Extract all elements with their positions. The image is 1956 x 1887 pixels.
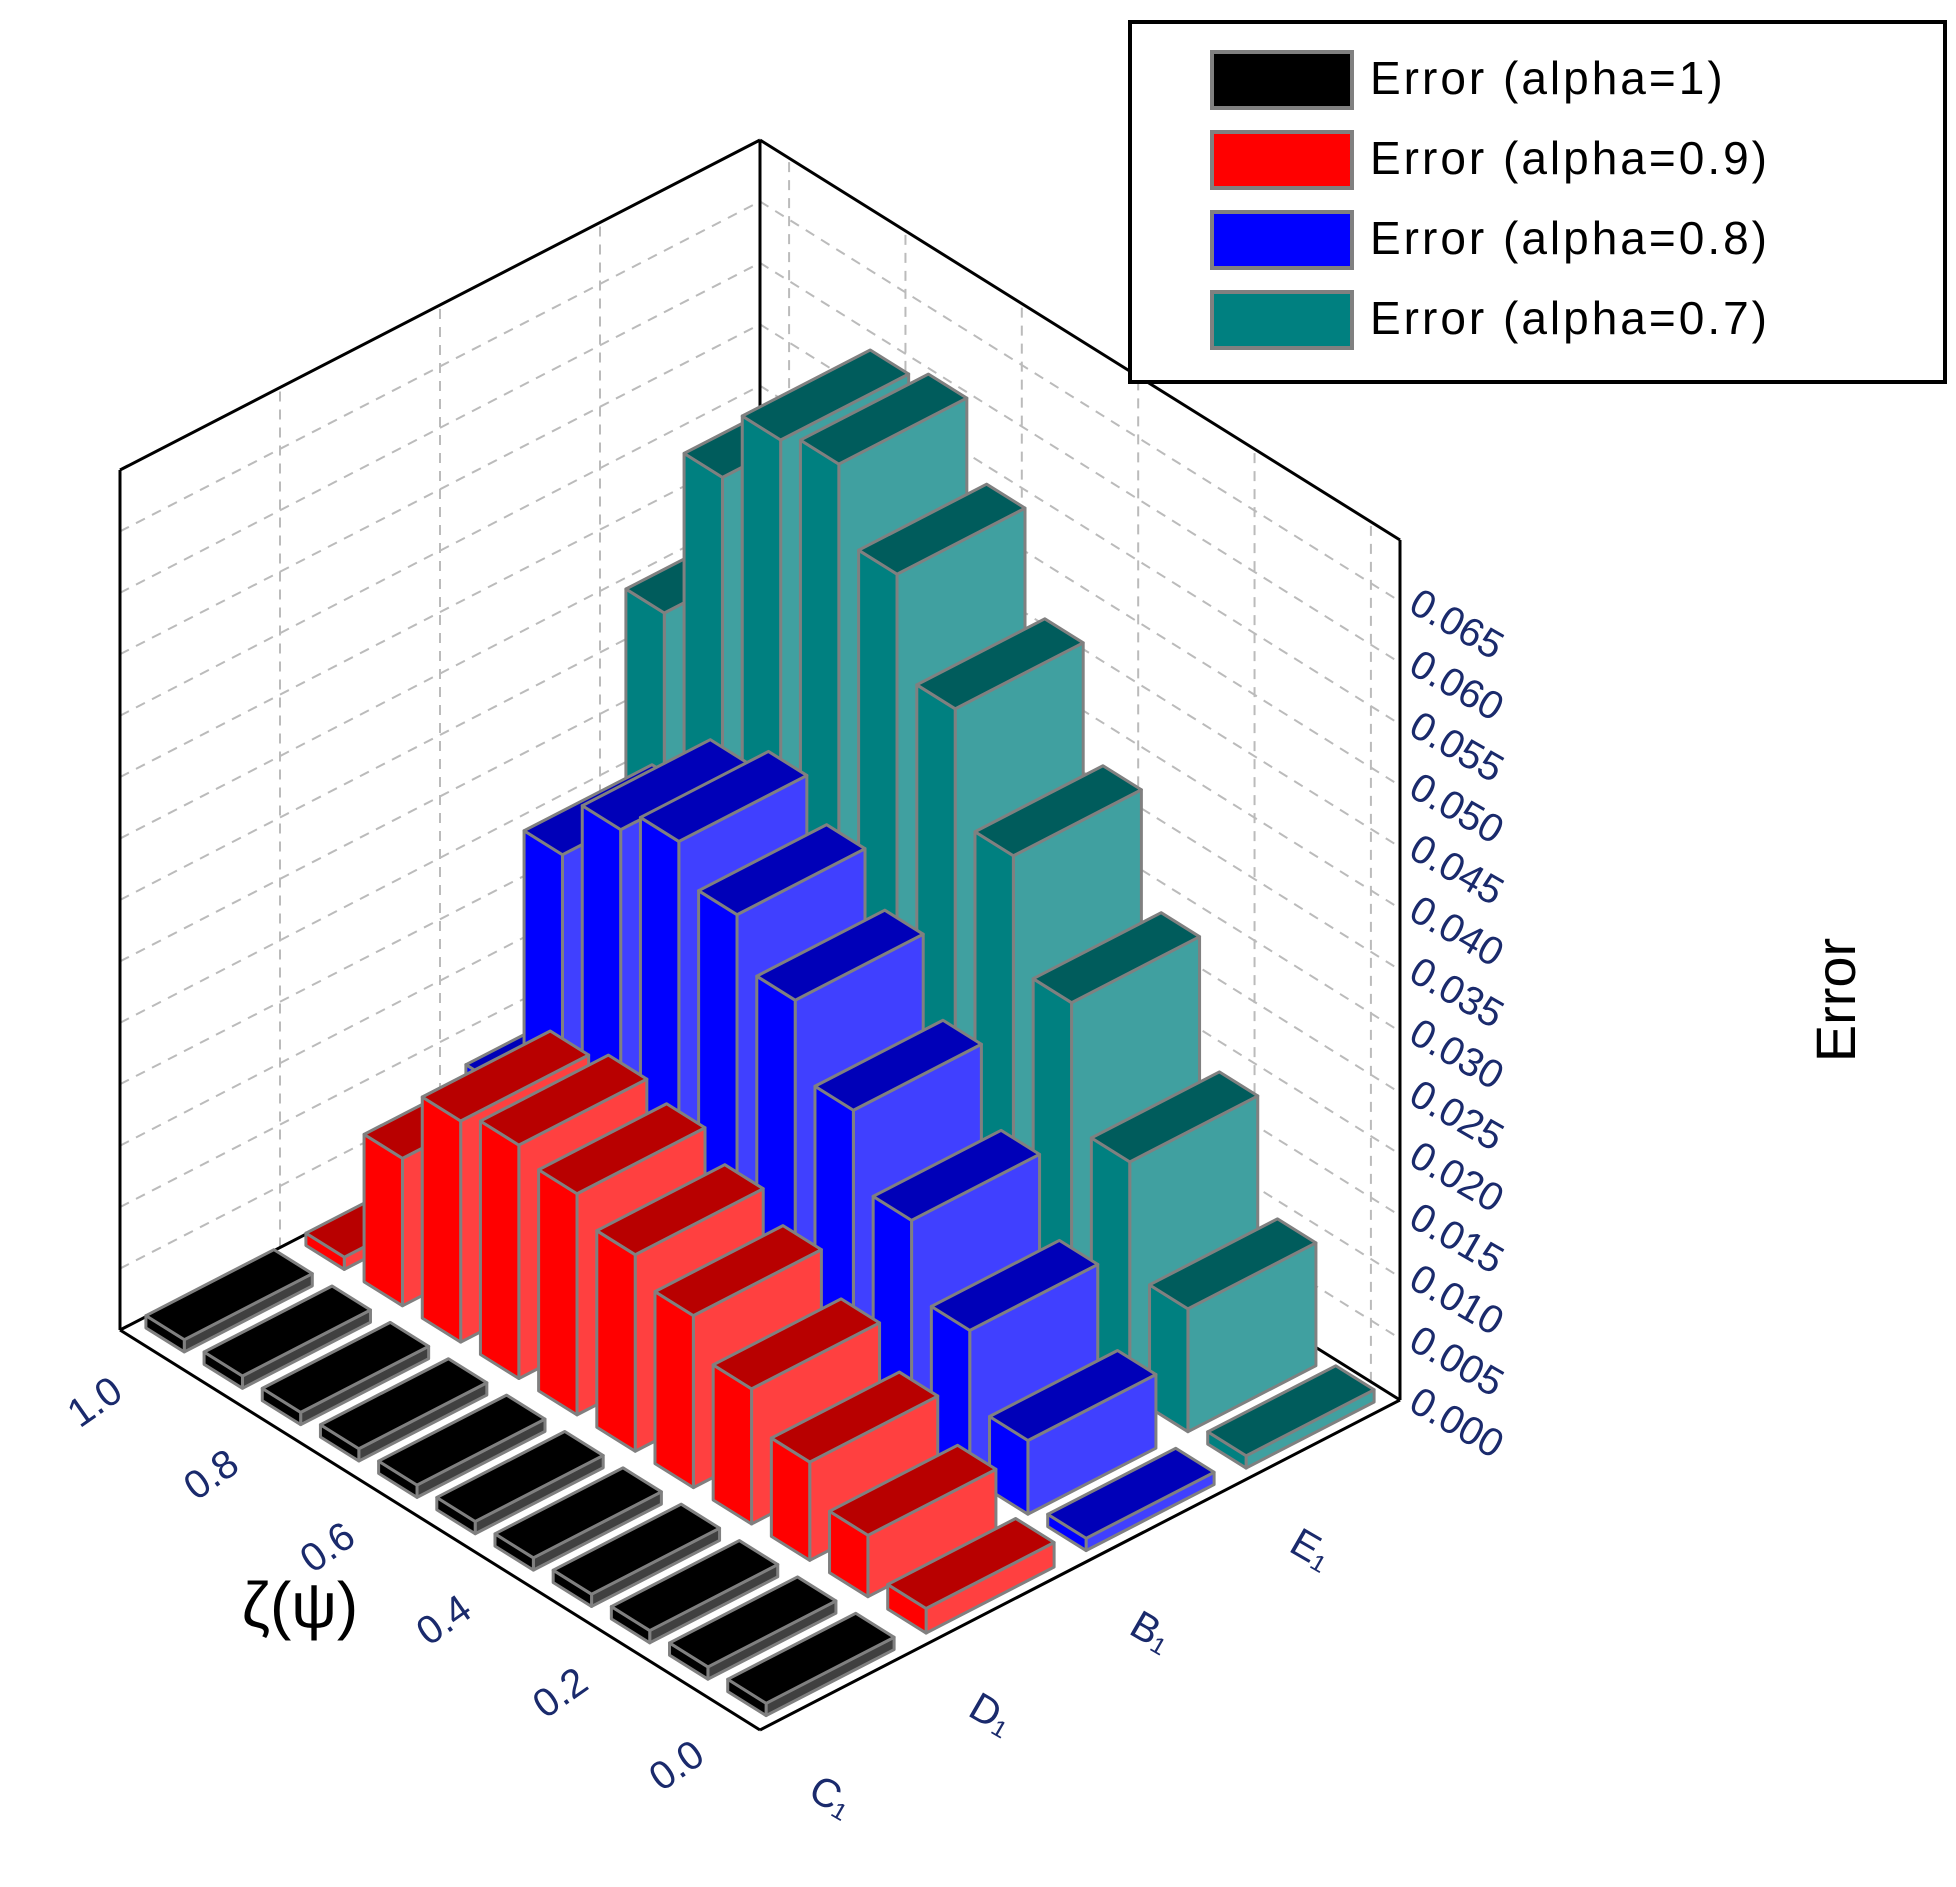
x-axis-title: ζ(ψ)	[242, 1569, 358, 1641]
bar	[609, 1539, 780, 1645]
bar-top	[668, 1575, 838, 1669]
bar	[144, 1248, 314, 1354]
bar	[1046, 1446, 1216, 1553]
bar-top	[1046, 1446, 1216, 1540]
bar	[886, 1516, 1056, 1635]
bar-top	[871, 1128, 1042, 1222]
x-tick-label: 0.8	[176, 1441, 247, 1509]
bar-top	[377, 1393, 547, 1487]
legend-label: Error (alpha=0.8)	[1370, 212, 1770, 264]
axis-frame	[759, 138, 1401, 542]
x-tick-label: 0.2	[525, 1659, 596, 1727]
bar-top	[769, 1370, 940, 1464]
y-axis-title: Error	[1804, 938, 1867, 1062]
legend-swatch	[1210, 50, 1354, 110]
bar-top	[653, 1224, 823, 1318]
bar	[551, 1502, 722, 1608]
category-label: D₁	[962, 1684, 1021, 1743]
bar-top	[144, 1248, 314, 1342]
bar-top	[813, 1018, 983, 1112]
bar-top	[551, 1502, 722, 1596]
axis-frame	[119, 1328, 761, 1732]
bar-top	[857, 482, 1027, 576]
bar-front	[595, 1229, 637, 1453]
bar-top	[726, 1611, 896, 1705]
legend-swatch	[1210, 130, 1354, 190]
bar-front	[653, 1290, 695, 1490]
bar-top	[420, 1029, 591, 1123]
bar	[318, 1357, 489, 1463]
legend-swatch	[1210, 290, 1354, 350]
bar-top	[1089, 1070, 1260, 1164]
bar	[202, 1284, 372, 1390]
bar	[377, 1393, 547, 1499]
bar-top	[886, 1516, 1056, 1610]
category-label: B₁	[1123, 1603, 1180, 1661]
bar-top	[478, 1053, 649, 1147]
bar	[435, 1429, 605, 1536]
bar	[493, 1466, 663, 1572]
x-tick-label: 0.4	[409, 1586, 480, 1654]
category-label: C₁	[802, 1767, 861, 1826]
bar-top	[493, 1466, 663, 1560]
category-label: E₁	[1283, 1520, 1340, 1578]
bar	[828, 1443, 998, 1599]
bar-top	[973, 764, 1143, 858]
bar	[260, 1320, 431, 1427]
bar-top	[260, 1320, 431, 1414]
axis-frame	[759, 1398, 1401, 1732]
bar-top	[318, 1357, 489, 1451]
legend-label: Error (alpha=0.9)	[1370, 132, 1770, 184]
bar-front	[362, 1132, 404, 1308]
bar-top	[929, 1238, 1100, 1332]
bar-top	[711, 1297, 882, 1391]
bar-front	[478, 1119, 521, 1381]
bar-top	[1206, 1364, 1376, 1458]
axis-frame	[119, 138, 761, 472]
bar-front	[711, 1363, 754, 1526]
legend-swatch	[1210, 210, 1354, 270]
bar-top	[638, 749, 809, 843]
bar-top	[755, 908, 925, 1002]
legend-label: Error (alpha=1)	[1370, 52, 1726, 104]
x-tick-label: 1.0	[60, 1368, 131, 1436]
bar	[1206, 1364, 1376, 1470]
bar-top	[1031, 911, 1202, 1005]
bar-top	[537, 1102, 707, 1196]
bar-top	[595, 1163, 765, 1257]
bar-top	[798, 372, 969, 466]
bar-top	[202, 1284, 372, 1378]
bar-top	[740, 348, 911, 442]
bar-front	[420, 1095, 463, 1344]
bar	[1148, 1217, 1318, 1434]
bar-top	[828, 1443, 998, 1537]
bar	[726, 1611, 896, 1718]
legend-label: Error (alpha=0.7)	[1370, 292, 1770, 344]
bar-top	[988, 1348, 1158, 1442]
bar	[988, 1348, 1158, 1516]
bar-top	[1148, 1217, 1318, 1311]
bar-top	[609, 1539, 780, 1633]
bar-top	[435, 1429, 605, 1523]
bar-top	[697, 823, 867, 917]
bar-front	[537, 1168, 579, 1417]
bar	[668, 1575, 838, 1681]
bar-top	[915, 617, 1085, 711]
x-tick-label: 0.0	[641, 1732, 712, 1800]
